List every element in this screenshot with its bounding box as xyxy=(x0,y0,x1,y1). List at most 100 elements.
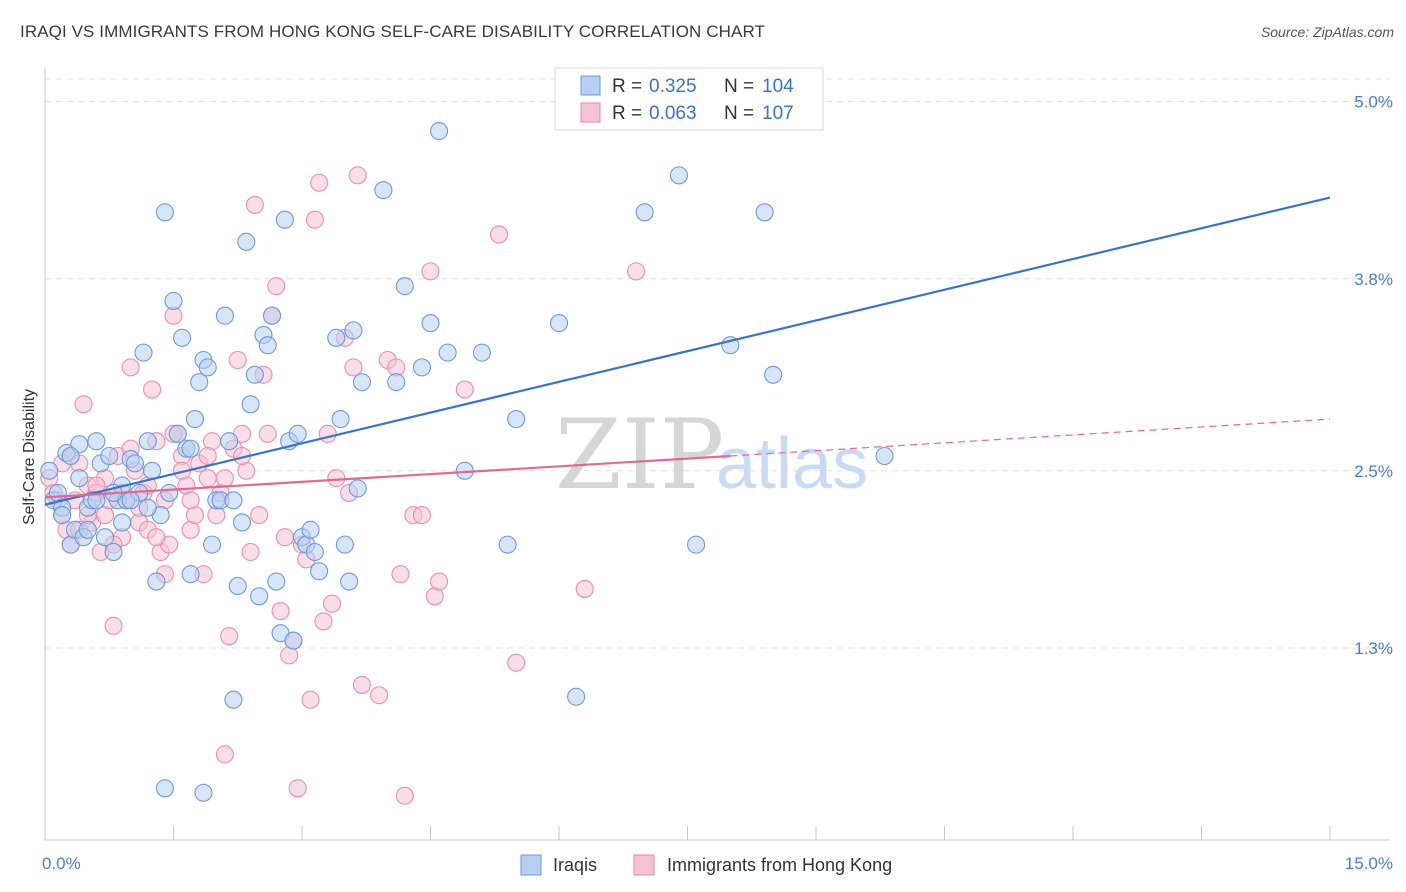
iraqi-point xyxy=(220,432,239,451)
hongkong-point xyxy=(507,653,526,672)
legend-box: R = 0.325 N = 104 R = 0.063 N = 107 xyxy=(554,67,824,131)
iraqi-point xyxy=(70,469,89,488)
iraqi-point xyxy=(507,410,526,429)
series-iraqis-points xyxy=(40,122,894,802)
iraqi-point xyxy=(288,424,307,443)
watermark-atlas: atlas xyxy=(716,424,868,504)
iraqi-point xyxy=(121,491,140,510)
iraqi-point xyxy=(275,210,294,229)
iraqi-point xyxy=(134,343,153,362)
hongkong-trend-line xyxy=(44,454,731,499)
iraqi-point xyxy=(344,321,363,340)
hongkong-point xyxy=(489,225,509,244)
iraqi-point xyxy=(147,572,166,591)
iraqi-point xyxy=(412,358,431,377)
hongkong-point xyxy=(348,166,367,185)
hongkong-point xyxy=(198,446,217,466)
source-credit: Source: ZipAtlas.com xyxy=(1260,24,1394,40)
hongkong-point xyxy=(370,686,389,705)
watermark-zip: ZIP xyxy=(555,399,724,511)
iraqi-point xyxy=(40,461,59,480)
hongkong-point xyxy=(305,210,324,229)
iraqi-point xyxy=(755,203,774,222)
iraqi-point xyxy=(549,314,569,333)
trend-lines xyxy=(44,196,1331,506)
hongkong-point xyxy=(104,616,123,635)
hongkong-point xyxy=(344,358,363,377)
hongkong-point xyxy=(228,350,247,370)
iraqi-point xyxy=(104,542,123,562)
iraqi-point xyxy=(53,506,72,525)
iraqi-point xyxy=(258,336,277,355)
iraqi-point xyxy=(635,203,654,222)
iraqi-point xyxy=(374,181,393,200)
iraqi-point xyxy=(245,365,264,384)
iraqi-point xyxy=(348,479,367,498)
legend-r-value-1: 0.325 xyxy=(649,76,697,97)
iraqi-point xyxy=(310,562,329,581)
hongkong-point xyxy=(220,627,239,646)
iraqi-point xyxy=(155,779,174,798)
iraqi-point xyxy=(340,572,359,591)
iraqi-point xyxy=(181,439,200,458)
hongkong-trend-extension xyxy=(730,418,1331,457)
iraqi-point xyxy=(301,520,320,539)
tick-labels: 1.3% 2.5% 3.8% 5.0% 0.0% 15.0% xyxy=(42,93,1393,873)
legend-r-value-2: 0.063 xyxy=(649,103,697,124)
iraqi-point xyxy=(472,343,491,362)
watermark: ZIP atlas xyxy=(555,399,868,511)
iraqi-point xyxy=(164,291,183,310)
legend-r-label-1: R = xyxy=(612,76,642,97)
hongkong-point xyxy=(250,506,269,525)
legend-swatch-iraqis xyxy=(580,75,601,96)
iraqi-point xyxy=(327,328,346,347)
iraqi-point xyxy=(190,373,209,392)
hongkong-point xyxy=(258,424,277,443)
hongkong-point xyxy=(147,528,166,547)
bottom-legend: Iraqis Immigrants from Hong Kong xyxy=(520,854,892,876)
iraqi-point xyxy=(160,483,179,502)
iraqis-trend-line xyxy=(44,196,1331,506)
iraqi-point xyxy=(203,535,222,554)
legend-n-label-1: N = xyxy=(724,76,754,97)
hongkong-point xyxy=(267,277,286,296)
legend-n-value-1: 104 xyxy=(762,76,794,97)
y-tick-label: 5.0% xyxy=(1354,93,1393,112)
iraqi-point xyxy=(262,306,282,325)
iraqi-point xyxy=(331,410,350,429)
hongkong-point xyxy=(352,675,372,694)
hongkong-point xyxy=(301,690,320,709)
legend-n-label-2: N = xyxy=(724,103,754,124)
chart-title: IRAQI VS IMMIGRANTS FROM HONG KONG SELF-… xyxy=(20,22,766,41)
iraqi-point xyxy=(215,306,234,325)
iraqi-point xyxy=(138,432,157,451)
hongkong-point xyxy=(430,572,449,591)
iraqi-point xyxy=(305,542,324,562)
hongkong-point xyxy=(288,779,307,798)
y-axis-title: Self-Care Disability xyxy=(21,389,38,525)
grid-lines xyxy=(45,78,1390,649)
hongkong-point xyxy=(391,565,410,584)
y-tick-label: 3.8% xyxy=(1354,270,1393,289)
iraqi-point xyxy=(241,395,260,414)
hongkong-point xyxy=(198,469,217,488)
iraqi-point xyxy=(138,498,157,517)
hongkong-point xyxy=(455,380,474,399)
hongkong-point xyxy=(575,579,594,598)
hongkong-point xyxy=(327,469,346,488)
hongkong-point xyxy=(143,380,162,399)
iraqi-point xyxy=(430,122,449,141)
iraqi-point xyxy=(267,572,286,591)
iraqi-point xyxy=(113,513,132,532)
hongkong-point xyxy=(275,528,294,547)
hongkong-point xyxy=(245,195,264,214)
bottom-legend-iraqis: Iraqis xyxy=(553,855,597,875)
iraqi-point xyxy=(100,446,119,466)
legend-r-label-2: R = xyxy=(612,103,642,124)
iraqi-point xyxy=(687,535,706,554)
iraqi-point xyxy=(567,687,586,706)
x-tick-label-max: 15.0% xyxy=(1345,854,1393,873)
iraqi-point xyxy=(224,690,243,709)
hongkong-point xyxy=(271,602,290,621)
